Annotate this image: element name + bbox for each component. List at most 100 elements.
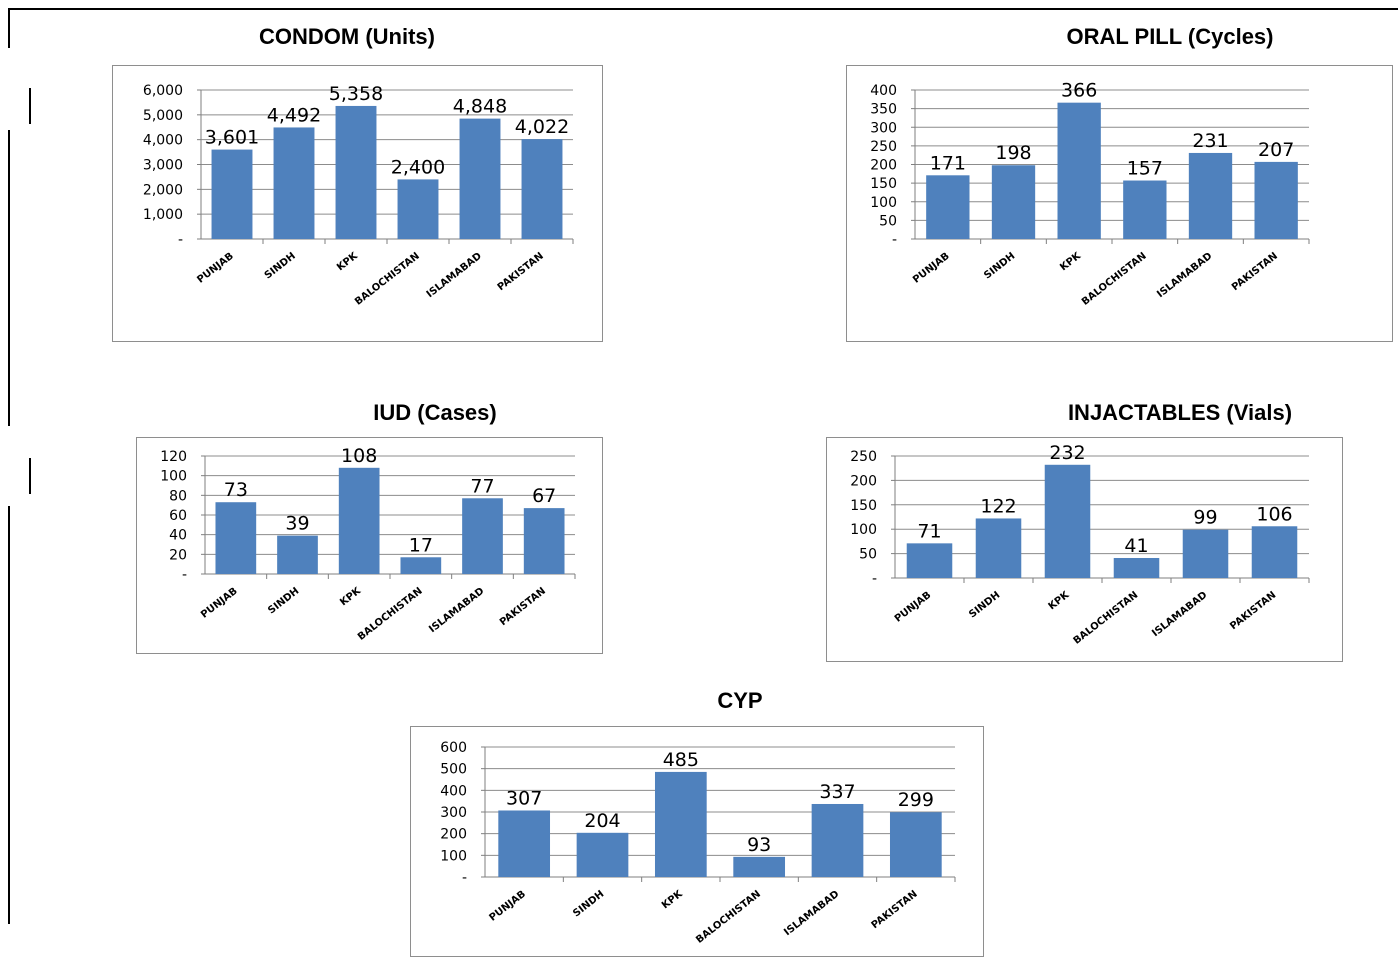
y-tick-label: 200: [850, 473, 877, 489]
bar: [335, 105, 377, 240]
x-category-label: PAKISTAN: [498, 586, 548, 629]
chart-cyp: - 100 200 300 400 500 600 307 PUNJAB 204 SINDH 485 K…: [410, 726, 984, 957]
x-category-label: ISLAMABAD: [1155, 251, 1214, 301]
y-tick-label: 400: [870, 83, 897, 99]
bar: [523, 508, 565, 574]
y-tick-label: 1,000: [143, 207, 183, 223]
y-tick-label: 400: [440, 783, 467, 799]
chart-iud: - 20 40 60 80 100 120 73 PUNJAB 39 SINDH 108 KPK 17 BA…: [136, 437, 603, 654]
chart-oral-pill: - 50 100 150 200 250 300 350 400 171 PUNJAB 198 SIND…: [846, 65, 1393, 342]
x-category-label: PUNJAB: [199, 586, 240, 621]
data-label: 122: [980, 495, 1016, 517]
y-tick-label: 250: [870, 139, 897, 155]
data-label: 4,848: [453, 96, 507, 118]
bar: [1251, 526, 1298, 578]
y-tick-label: 500: [440, 762, 467, 778]
y-tick-label: 300: [870, 120, 897, 136]
data-label: 93: [747, 834, 771, 856]
data-label: 17: [409, 534, 433, 556]
data-label: 207: [1258, 139, 1294, 161]
x-category-label: KPK: [1058, 250, 1084, 273]
bar: [1182, 529, 1229, 578]
bar: [215, 502, 257, 574]
data-label: 99: [1193, 507, 1217, 529]
bar: [991, 165, 1036, 239]
x-category-label: BALOCHISTAN: [1072, 590, 1141, 647]
y-tick-label: 3,000: [143, 158, 183, 174]
bar: [273, 127, 315, 239]
y-tick-label: -: [182, 567, 187, 583]
y-tick-label: -: [462, 870, 467, 886]
y-tick-label: 100: [850, 522, 877, 538]
x-category-label: BALOCHISTAN: [356, 586, 425, 643]
x-category-label: PAKISTAN: [1230, 251, 1280, 294]
bar: [498, 810, 551, 877]
bar: [338, 467, 380, 574]
chart-condom: - 1,000 2,000 3,000 4,000 5,000 6,000 3,601 PUNJ…: [112, 65, 603, 342]
y-tick-label: 100: [440, 848, 467, 864]
x-category-label: KPK: [338, 585, 364, 608]
bar: [277, 535, 318, 574]
y-tick-label: 120: [160, 449, 187, 465]
data-label: 108: [341, 445, 377, 467]
y-tick-label: 80: [169, 488, 187, 504]
bar: [576, 832, 629, 877]
x-category-label: KPK: [660, 888, 686, 911]
y-tick-label: 4,000: [143, 133, 183, 149]
x-category-label: SINDH: [571, 889, 606, 920]
margin-mark: [8, 130, 10, 426]
data-label: 198: [995, 142, 1031, 164]
x-category-label: ISLAMABAD: [427, 586, 486, 636]
data-label: 171: [930, 152, 966, 174]
bar: [397, 179, 439, 239]
chart-svg: - 1,000 2,000 3,000 4,000 5,000 6,000 3,601 PUNJ…: [143, 83, 574, 308]
margin-mark: [29, 88, 31, 124]
x-category-label: ISLAMABAD: [1150, 590, 1209, 640]
x-category-label: PUNJAB: [487, 889, 528, 924]
y-tick-label: 50: [859, 547, 877, 563]
y-tick-label: 100: [160, 469, 187, 485]
bar: [733, 856, 786, 877]
x-category-label: KPK: [1047, 589, 1073, 612]
data-label: 485: [663, 749, 699, 771]
data-label: 2,400: [391, 156, 445, 178]
data-label: 77: [470, 475, 494, 497]
data-label: 366: [1061, 80, 1097, 102]
data-label: 73: [224, 479, 248, 501]
bar: [654, 771, 707, 877]
y-tick-label: 5,000: [143, 108, 183, 124]
data-label: 204: [584, 810, 620, 832]
bar: [906, 543, 953, 578]
x-category-label: ISLAMABAD: [425, 251, 484, 301]
y-tick-label: -: [872, 571, 877, 587]
data-label: 4,022: [515, 116, 569, 138]
y-tick-label: 50: [879, 213, 897, 229]
y-tick-label: 150: [870, 176, 897, 192]
x-category-label: PUNJAB: [911, 251, 952, 286]
y-tick-label: 60: [169, 508, 187, 524]
page-frame-top: [8, 8, 1398, 10]
x-category-label: PUNJAB: [195, 251, 236, 286]
x-category-label: PAKISTAN: [496, 251, 546, 294]
y-tick-label: -: [178, 232, 183, 248]
x-category-label: ISLAMABAD: [782, 889, 841, 939]
data-label: 106: [1256, 503, 1292, 525]
data-label: 5,358: [329, 83, 383, 105]
x-category-label: SINDH: [982, 251, 1017, 282]
chart-title-iud: IUD (Cases): [373, 400, 497, 425]
x-category-label: BALOCHISTAN: [353, 251, 422, 308]
chart-title-cyp: CYP: [717, 688, 763, 713]
x-category-label: BALOCHISTAN: [1080, 251, 1149, 308]
margin-mark: [8, 506, 10, 924]
bar: [1113, 557, 1160, 578]
y-tick-label: 250: [850, 449, 877, 465]
bar: [211, 149, 253, 239]
bar: [521, 139, 563, 239]
data-label: 157: [1127, 158, 1163, 180]
y-tick-label: 40: [169, 528, 187, 544]
chart-svg: - 50 100 150 200 250 71 PUNJAB 122 SINDH 232 KPK 41 B…: [850, 442, 1310, 647]
y-tick-label: -: [892, 232, 897, 248]
bar: [400, 557, 442, 574]
bar: [1044, 464, 1091, 578]
chart-injactables: - 50 100 150 200 250 71 PUNJAB 122 SINDH 232 KPK 41 B…: [826, 437, 1343, 662]
